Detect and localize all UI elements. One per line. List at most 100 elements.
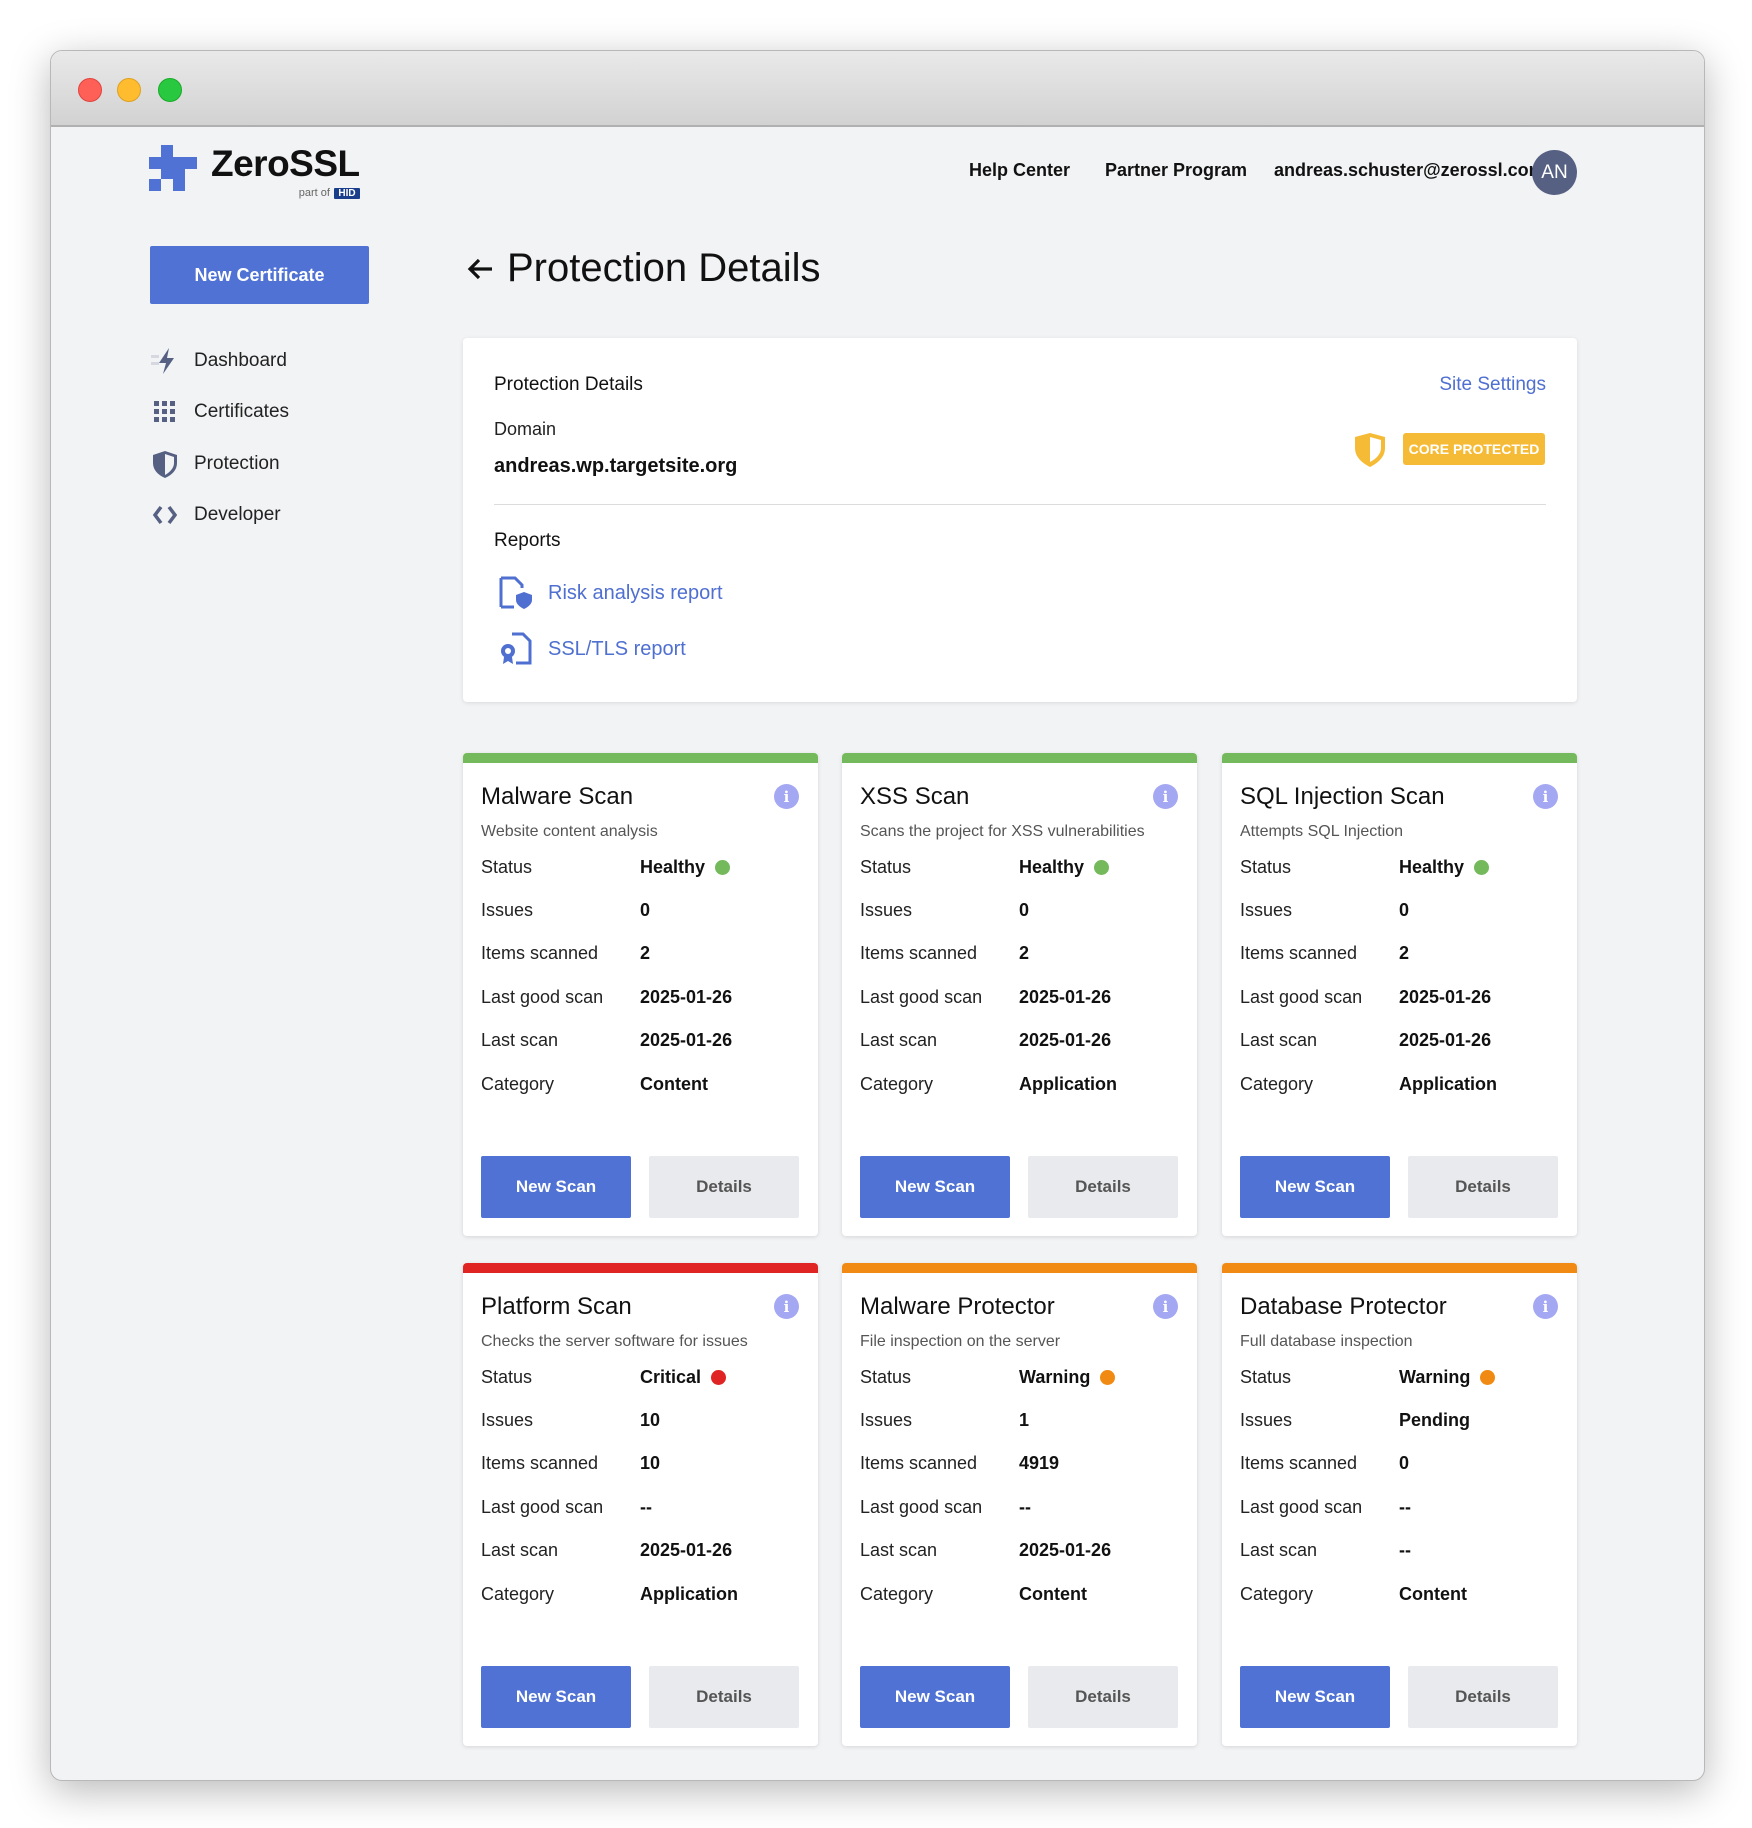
status-value: Warning bbox=[1399, 1367, 1496, 1388]
row-label: Items scanned bbox=[481, 1453, 599, 1473]
items-value: 2 bbox=[640, 943, 651, 963]
row-label: Issues bbox=[481, 900, 534, 920]
row-label: Issues bbox=[860, 1410, 913, 1430]
scan-card: Database Protector i Full database inspe… bbox=[1222, 1263, 1577, 1746]
zerossl-logo-icon bbox=[149, 145, 197, 191]
page-header: Protection Details bbox=[465, 246, 820, 291]
sidebar-item-label: Protection bbox=[194, 453, 280, 474]
details-button[interactable]: Details bbox=[1028, 1666, 1178, 1728]
scan-subtitle: Full database inspection bbox=[1240, 1333, 1413, 1350]
last_good-value: -- bbox=[1019, 1497, 1031, 1517]
scan-card: Malware Scan i Website content analysis S… bbox=[463, 753, 818, 1236]
row-label: Issues bbox=[860, 900, 913, 920]
new-certificate-button[interactable]: New Certificate bbox=[150, 246, 369, 304]
status-text: Critical bbox=[640, 1367, 702, 1387]
scan-title: XSS Scan bbox=[860, 783, 970, 810]
issues-value: 0 bbox=[1019, 900, 1030, 920]
info-icon[interactable]: i bbox=[1533, 784, 1558, 809]
details-button[interactable]: Details bbox=[1408, 1666, 1558, 1728]
row-label: Status bbox=[1240, 1367, 1292, 1387]
row-label: Items scanned bbox=[481, 943, 599, 963]
lightning-icon bbox=[151, 348, 174, 374]
details-button[interactable]: Details bbox=[1408, 1156, 1558, 1218]
last-value: 2025-01-26 bbox=[640, 1540, 733, 1560]
file-shield-icon bbox=[499, 576, 532, 609]
status-bar bbox=[463, 753, 818, 763]
new-scan-button[interactable]: New Scan bbox=[1240, 1666, 1390, 1728]
row-label: Last scan bbox=[1240, 1030, 1318, 1050]
minimize-window-button[interactable] bbox=[117, 78, 141, 102]
row-label: Last scan bbox=[860, 1030, 938, 1050]
info-icon[interactable]: i bbox=[774, 1294, 799, 1319]
avatar[interactable]: AN bbox=[1532, 150, 1577, 195]
code-icon bbox=[152, 505, 178, 525]
last_good-value: -- bbox=[640, 1497, 652, 1517]
sidebar-item-developer[interactable]: Developer bbox=[150, 500, 281, 530]
status-dot-icon bbox=[715, 860, 731, 875]
report-label: SSL/TLS report bbox=[548, 637, 686, 660]
back-arrow-icon[interactable] bbox=[465, 254, 495, 284]
risk-analysis-report-link[interactable]: Risk analysis report bbox=[498, 576, 723, 610]
row-label: Issues bbox=[481, 1410, 534, 1430]
details-button[interactable]: Details bbox=[649, 1156, 799, 1218]
scan-title: Platform Scan bbox=[481, 1293, 632, 1320]
last_good-value: 2025-01-26 bbox=[1399, 987, 1492, 1007]
hid-logo: HID bbox=[334, 188, 360, 199]
scan-card: SQL Injection Scan i Attempts SQL Inject… bbox=[1222, 753, 1577, 1236]
row-label: Last good scan bbox=[860, 1497, 983, 1517]
category-value: Application bbox=[640, 1584, 738, 1604]
last-value: -- bbox=[1399, 1540, 1411, 1560]
details-button[interactable]: Details bbox=[1028, 1156, 1178, 1218]
divider bbox=[494, 504, 1546, 505]
page-title: Protection Details bbox=[507, 246, 821, 290]
last_good-value: -- bbox=[1399, 1497, 1411, 1517]
status-dot-icon bbox=[1094, 860, 1110, 875]
maximize-window-button[interactable] bbox=[158, 78, 182, 102]
sidebar-item-label: Developer bbox=[194, 504, 281, 525]
scan-subtitle: Scans the project for XSS vulnerabilitie… bbox=[860, 823, 1145, 840]
row-label: Last good scan bbox=[481, 1497, 604, 1517]
info-icon[interactable]: i bbox=[1153, 784, 1178, 809]
new-scan-button[interactable]: New Scan bbox=[481, 1666, 631, 1728]
new-scan-button[interactable]: New Scan bbox=[860, 1666, 1010, 1728]
close-window-button[interactable] bbox=[78, 78, 102, 102]
status-text: Healthy bbox=[640, 857, 706, 877]
scan-title: Database Protector bbox=[1240, 1293, 1447, 1320]
new-scan-button[interactable]: New Scan bbox=[481, 1156, 631, 1218]
scan-card: XSS Scan i Scans the project for XSS vul… bbox=[842, 753, 1197, 1236]
title-bar bbox=[51, 51, 1704, 127]
partner-program-link[interactable]: Partner Program bbox=[1105, 160, 1248, 180]
help-center-link[interactable]: Help Center bbox=[969, 160, 1071, 180]
row-label: Last good scan bbox=[1240, 987, 1363, 1007]
info-icon[interactable]: i bbox=[1153, 1294, 1178, 1319]
last-value: 2025-01-26 bbox=[1019, 1540, 1112, 1560]
row-label: Items scanned bbox=[1240, 943, 1358, 963]
new-scan-button[interactable]: New Scan bbox=[860, 1156, 1010, 1218]
sidebar-item-label: Certificates bbox=[194, 401, 290, 422]
issues-value: 10 bbox=[640, 1410, 661, 1430]
row-label: Items scanned bbox=[1240, 1453, 1358, 1473]
site-settings-link[interactable]: Site Settings bbox=[1439, 374, 1546, 395]
row-label: Issues bbox=[1240, 900, 1293, 920]
domain-value: andreas.wp.targetsite.org bbox=[494, 455, 738, 477]
protection-details-card: Protection Details Site Settings Domain … bbox=[463, 338, 1577, 702]
last_good-value: 2025-01-26 bbox=[1019, 987, 1112, 1007]
row-label: Last scan bbox=[481, 1540, 559, 1560]
info-icon[interactable]: i bbox=[774, 784, 799, 809]
category-value: Application bbox=[1019, 1074, 1117, 1094]
ssl-tls-report-link[interactable]: SSL/TLS report bbox=[498, 632, 686, 666]
new-scan-button[interactable]: New Scan bbox=[1240, 1156, 1390, 1218]
status-bar bbox=[842, 1263, 1197, 1273]
scan-subtitle: Website content analysis bbox=[481, 823, 658, 840]
status-bar bbox=[1222, 753, 1577, 763]
sidebar-item-dashboard[interactable]: Dashboard bbox=[150, 346, 287, 376]
sidebar-item-protection[interactable]: Protection bbox=[150, 449, 280, 479]
row-label: Category bbox=[481, 1584, 555, 1604]
info-icon[interactable]: i bbox=[1533, 1294, 1558, 1319]
logo[interactable]: ZeroSSL part of HID bbox=[149, 145, 360, 200]
status-dot-icon bbox=[711, 1370, 727, 1385]
sidebar-item-certificates[interactable]: Certificates bbox=[150, 397, 289, 427]
category-value: Application bbox=[1399, 1074, 1497, 1094]
details-button[interactable]: Details bbox=[649, 1666, 799, 1728]
user-email-link[interactable]: andreas.schuster@zerossl.com bbox=[1274, 160, 1545, 180]
